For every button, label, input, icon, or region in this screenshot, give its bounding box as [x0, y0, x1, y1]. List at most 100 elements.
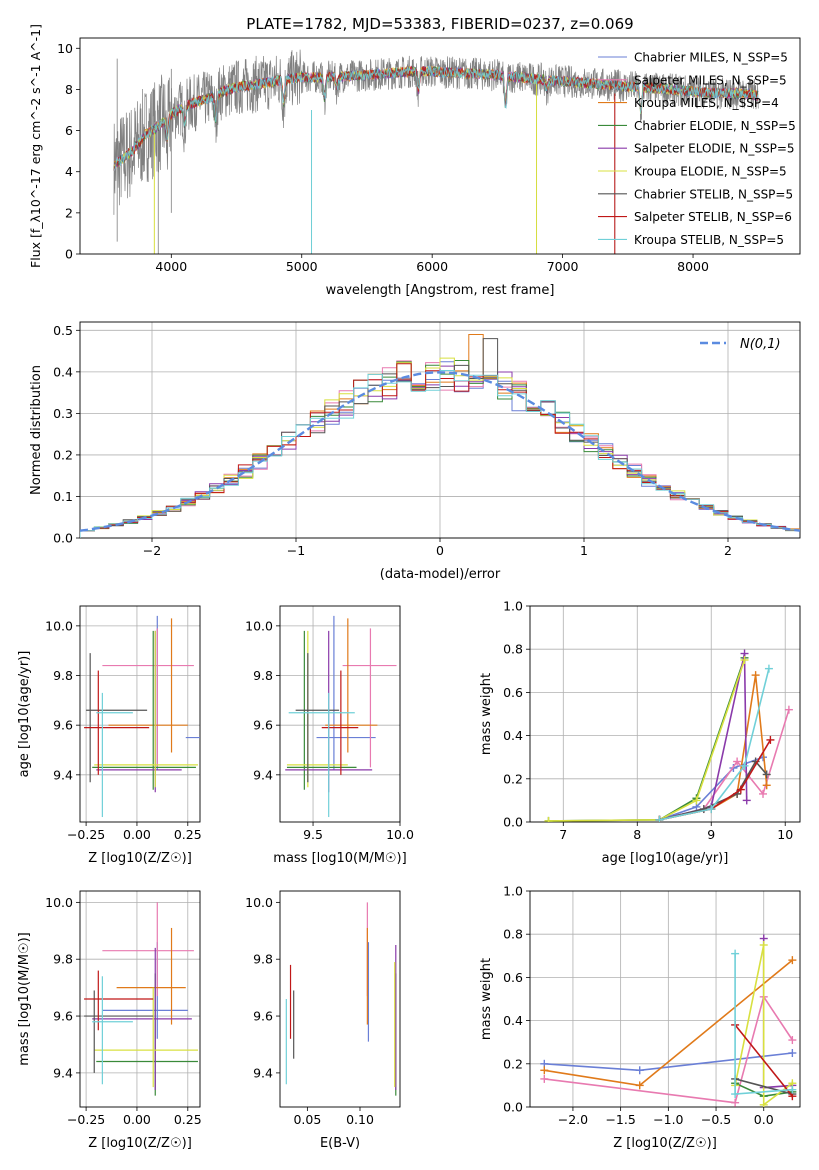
y-axis-label: Normed distribution — [29, 365, 44, 495]
y-tick-label: 1.0 — [503, 884, 523, 899]
y-axis-label: age [log10(age/yr)] — [17, 651, 32, 778]
x-tick-label: 0.10 — [346, 1112, 374, 1127]
x-axis-label: wavelength [Angstrom, rest frame] — [326, 283, 555, 298]
x-axis-label: Z [log10(Z/Z☉)] — [88, 851, 192, 866]
x-tick-label: −0.25 — [67, 1112, 105, 1127]
ebv-mass-frame — [279, 890, 401, 1108]
y-tick-label: 0.0 — [503, 1100, 523, 1115]
y-tick-label: 4 — [65, 164, 73, 179]
y-tick-label: 9.4 — [53, 1065, 73, 1080]
z-weight-axes: −2.0 −1.5 −1.0 −0.5 0.0 0.0 0.2 0.4 0.6 0.8 1.0 — [503, 884, 801, 1127]
y-tick-label: 0.0 — [53, 531, 73, 546]
y-tick-label: 0.8 — [503, 927, 523, 942]
x-tick-label: 0 — [436, 543, 444, 558]
y-tick-label: 0.8 — [503, 642, 523, 657]
y-tick-label: 10.0 — [45, 895, 73, 910]
x-tick-label: −1 — [287, 543, 305, 558]
x-tick-label: 6000 — [416, 259, 448, 274]
x-tick-label: 0.05 — [293, 1112, 321, 1127]
figure-title: PLATE=1782, MJD=53383, FIBERID=0237, z=0… — [246, 15, 633, 33]
y-tick-label: 10.0 — [245, 895, 273, 910]
gaussian-curve — [80, 371, 800, 532]
y-tick-label: 9.8 — [253, 952, 273, 967]
y-tick-label: 0.1 — [53, 489, 73, 504]
weight-line — [734, 1078, 793, 1095]
y-tick-label: 2 — [65, 205, 73, 220]
x-tick-label: −1.5 — [605, 1112, 635, 1127]
y-tick-label: 8 — [65, 82, 73, 97]
weight-line — [548, 659, 746, 822]
y-axis-label: mass [log10(M/M☉)] — [17, 932, 32, 1065]
legend-label: Salpeter STELIB, N_SSP=6 — [634, 210, 792, 224]
spectrum-frame — [79, 37, 801, 255]
x-tick-label: −2.0 — [558, 1112, 588, 1127]
x-tick-label: 10.0 — [386, 827, 414, 842]
weight-line — [544, 994, 794, 1104]
y-tick-label: 0.3 — [53, 406, 73, 421]
clip-ebv-mass-plot — [285, 902, 397, 1096]
y-tick-label: 9.8 — [253, 668, 273, 683]
legend-label: Kroupa STELIB, N_SSP=5 — [634, 233, 784, 247]
y-tick-label: 0.6 — [503, 685, 523, 700]
legend-label: Kroupa MILES, N_SSP=4 — [634, 96, 779, 110]
y-tick-label: 0.4 — [503, 728, 523, 743]
x-tick-label: 1 — [580, 543, 588, 558]
y-tick-label: 0.2 — [503, 1056, 523, 1071]
x-axis-label: mass [log10(M/M☉)] — [273, 851, 406, 866]
z-weight-frame — [529, 890, 801, 1108]
y-tick-label: 9.6 — [53, 1009, 73, 1024]
x-axis-label: (data-model)/error — [380, 567, 501, 582]
x-tick-label: 0.00 — [123, 1112, 151, 1127]
x-tick-label: 0.0 — [754, 1112, 774, 1127]
y-tick-label: 0.6 — [503, 970, 523, 985]
clip-hist-plot — [80, 334, 800, 538]
spectrum-axes: 4000 5000 6000 7000 8000 0 2 4 6 8 10 — [57, 37, 801, 274]
x-tick-label: −1.0 — [653, 1112, 683, 1127]
clip-z-mass-plot — [84, 902, 198, 1096]
x-tick-label: −0.25 — [67, 827, 105, 842]
legend-label: Salpeter ELODIE, N_SSP=5 — [634, 142, 795, 156]
y-tick-label: 0.4 — [53, 364, 73, 379]
age-weight-axes: 7 8 9 10 0.0 0.2 0.4 0.6 0.8 1.0 — [503, 599, 801, 842]
x-tick-label: 9.5 — [303, 827, 323, 842]
y-tick-label: 9.8 — [53, 952, 73, 967]
y-tick-label: 6 — [65, 123, 73, 138]
x-tick-label: 8 — [633, 827, 641, 842]
x-axis-label: Z [log10(Z/Z☉)] — [88, 1136, 192, 1151]
x-tick-label: −2 — [143, 543, 161, 558]
x-tick-label: 5000 — [286, 259, 318, 274]
y-tick-label: 9.4 — [53, 767, 73, 782]
x-tick-label: 9 — [707, 827, 715, 842]
y-tick-label: 9.6 — [253, 1009, 273, 1024]
y-tick-label: 0.2 — [503, 771, 523, 786]
legend-label: Chabrier ELODIE, N_SSP=5 — [634, 119, 796, 133]
clip-mass-age-plot — [285, 615, 397, 818]
y-tick-label: 9.6 — [53, 718, 73, 733]
legend-label: Chabrier MILES, N_SSP=5 — [634, 51, 788, 65]
y-tick-label: 9.4 — [253, 767, 273, 782]
x-tick-label: 0.00 — [123, 827, 151, 842]
z-age-axes: −0.25 0.00 0.25 9.4 9.6 9.8 10.0 — [45, 605, 202, 842]
x-axis-label: E(B-V) — [320, 1136, 360, 1151]
y-tick-label: 0.4 — [503, 1013, 523, 1028]
y-tick-label: 0.5 — [53, 323, 73, 338]
clip-age-weight-plot — [544, 649, 793, 822]
weight-line — [734, 944, 793, 1107]
x-tick-label: −0.5 — [701, 1112, 731, 1127]
clip-z-weight-plot — [540, 934, 797, 1107]
clip-z-age-plot — [84, 615, 200, 818]
ebv-mass-axes: 0.05 0.10 9.4 9.6 9.8 10.0 — [245, 890, 401, 1127]
legend-label: Kroupa ELODIE, N_SSP=5 — [634, 165, 787, 179]
z-mass-axes: −0.25 0.00 0.25 9.4 9.6 9.8 10.0 — [45, 890, 202, 1127]
x-axis-label: age [log10(age/yr)] — [602, 851, 729, 866]
model-spectrum — [113, 65, 759, 171]
x-tick-label: 7 — [559, 827, 567, 842]
weight-line — [734, 1024, 794, 1097]
y-tick-label: 0.0 — [503, 815, 523, 830]
y-tick-label: 0 — [65, 247, 73, 262]
y-axis-label: Flux [f_λ10^-17 erg cm^-2 s^-1 A^-1] — [28, 24, 43, 268]
gaussian-legend-label: N(0,1) — [740, 337, 781, 352]
residuals-axes: −2 −1 0 1 2 0.0 0.1 0.2 0.3 0.4 0.5 — [53, 321, 801, 558]
y-tick-label: 10.0 — [245, 618, 273, 633]
